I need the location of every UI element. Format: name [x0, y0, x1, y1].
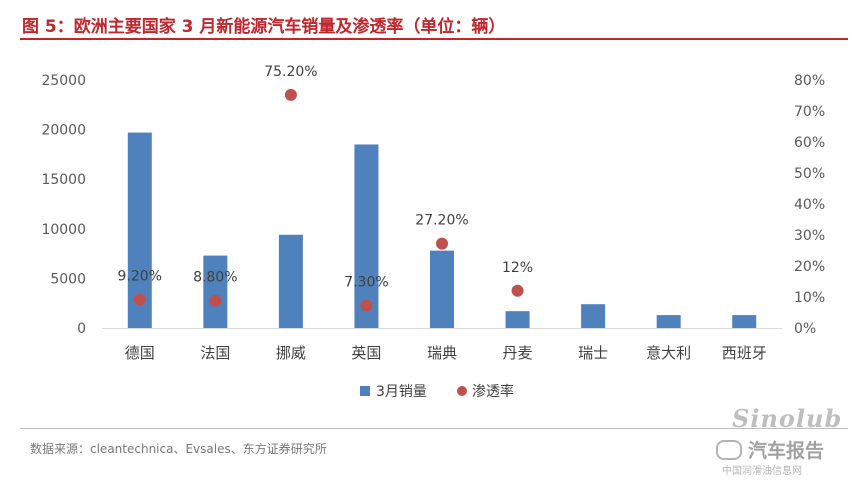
y-left-tick-label: 0 — [77, 321, 86, 337]
bar-6 — [505, 311, 530, 328]
bar-2 — [203, 255, 228, 328]
watermark-subtitle: 中国润滑油信息网 — [722, 466, 802, 477]
x-tick-label: 瑞士 — [578, 344, 608, 362]
x-tick-label: 挪威 — [276, 344, 306, 362]
y-right-tick-label: 70% — [794, 104, 825, 120]
y-right-tick-label: 0% — [794, 321, 816, 337]
wechat-icon — [716, 440, 742, 460]
y-right-tick-label: 50% — [794, 166, 825, 182]
bar-7 — [581, 304, 606, 328]
watermark-name: 汽车报告 — [748, 440, 825, 462]
y-left-tick-label: 25000 — [41, 73, 86, 89]
rate-point-6 — [511, 284, 524, 297]
rate-point-4 — [360, 299, 373, 312]
rate-data-label: 75.20% — [264, 64, 317, 80]
rate-data-label: 8.80% — [193, 270, 237, 286]
bar-9 — [732, 315, 757, 328]
y-right-tick-label: 60% — [794, 135, 825, 151]
x-tick-label: 西班牙 — [722, 344, 767, 362]
y-right-tick-label: 30% — [794, 228, 825, 244]
footer-divider — [20, 428, 848, 429]
rate-point-3 — [284, 88, 297, 101]
x-tick-label: 意大利 — [646, 344, 691, 362]
x-tick-label: 丹麦 — [503, 344, 533, 362]
rate-point-5 — [436, 237, 448, 250]
rate-point-1 — [133, 293, 146, 306]
y-right-tick-label: 20% — [794, 259, 825, 275]
legend-bar-label: 3月销量 — [376, 384, 427, 400]
rate-data-label: 7.30% — [344, 274, 388, 290]
watermark-logo: Sinolub — [732, 404, 843, 433]
y-left-tick-label: 5000 — [50, 271, 86, 287]
watermark: Sinolub 汽车报告 中国润滑油信息网 — [712, 404, 862, 480]
source-note: 数据来源：cleantechnica、Evsales、东方证券研究所 — [30, 442, 327, 456]
legend-bar-swatch — [360, 386, 370, 396]
bar-1 — [127, 132, 152, 328]
x-tick-label: 法国 — [200, 344, 230, 362]
rate-data-label: 27.20% — [415, 213, 468, 229]
bar-8 — [656, 315, 681, 328]
y-left-tick-label: 15000 — [41, 172, 86, 188]
rate-data-label: 12% — [502, 260, 533, 276]
y-right-tick-label: 40% — [794, 197, 825, 213]
y-right-tick-label: 10% — [794, 290, 825, 306]
bar-5 — [430, 250, 454, 328]
legend-dot-label: 渗透率 — [472, 383, 514, 400]
bar-3 — [278, 234, 303, 328]
y-right-tick-label: 80% — [794, 73, 825, 89]
x-tick-label: 瑞典 — [427, 344, 457, 362]
x-tick-label: 德国 — [125, 344, 155, 362]
y-left-tick-label: 20000 — [41, 123, 86, 139]
bar-4 — [354, 144, 379, 328]
chart-title: 图 5：欧洲主要国家 3 月新能源汽车销量及渗透率（单位：辆） — [22, 17, 506, 37]
x-tick-label: 英国 — [351, 344, 381, 362]
title-bar: 图 5：欧洲主要国家 3 月新能源汽车销量及渗透率（单位：辆） — [20, 8, 848, 40]
y-left-tick-label: 10000 — [41, 222, 86, 238]
rate-point-2 — [209, 294, 222, 307]
rate-data-label: 9.20% — [118, 268, 162, 284]
legend-dot-swatch — [457, 386, 467, 396]
